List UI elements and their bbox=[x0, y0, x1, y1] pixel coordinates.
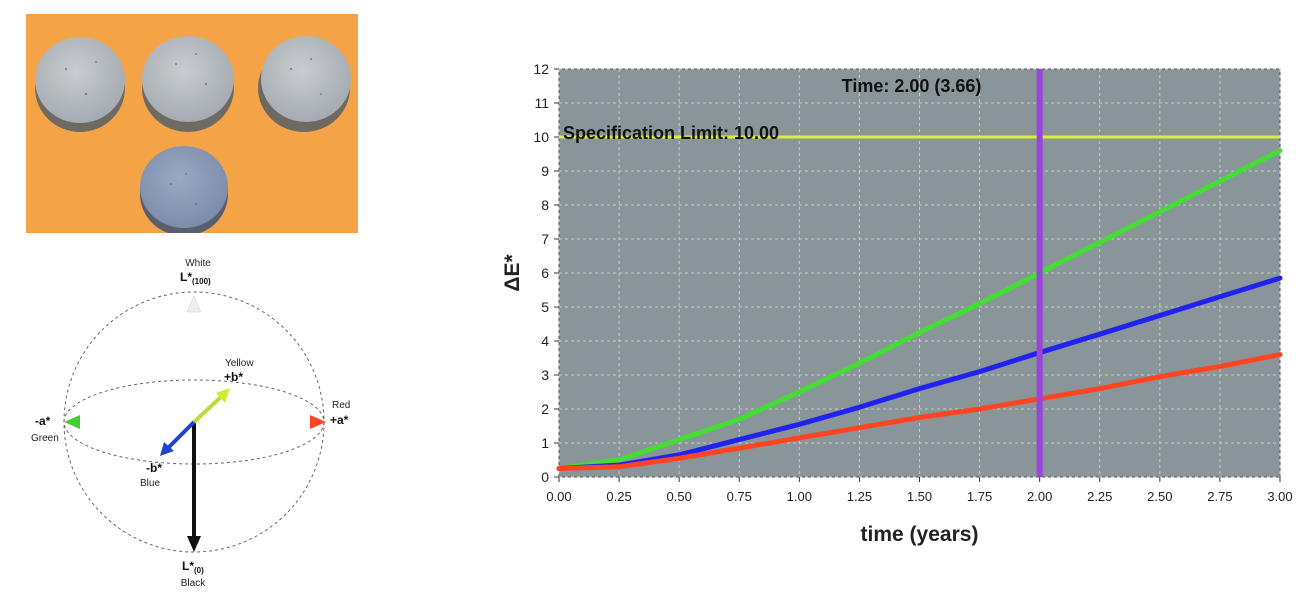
label-b-minus: -b* bbox=[146, 461, 162, 475]
label-a-minus: -a* bbox=[35, 414, 51, 428]
label-l-top: L*(100) bbox=[180, 270, 211, 286]
b-plus-axis bbox=[192, 394, 224, 424]
gray-tablet-3 bbox=[258, 36, 351, 132]
label-l-bottom-main: L* bbox=[182, 559, 194, 573]
label-l-top-main: L* bbox=[180, 270, 192, 284]
y-tick-label: 8 bbox=[541, 197, 549, 213]
label-red: Red bbox=[332, 400, 350, 411]
label-l-bottom: L*(0) bbox=[182, 559, 204, 575]
x-tick-label: 2.50 bbox=[1147, 489, 1172, 504]
y-tick-label: 7 bbox=[541, 231, 549, 247]
x-tick-label: 3.00 bbox=[1267, 489, 1292, 504]
label-l-top-sub: (100) bbox=[192, 277, 211, 286]
label-b-plus: +b* bbox=[224, 370, 243, 384]
blue-tablet bbox=[140, 146, 228, 236]
b-minus-arrowhead bbox=[160, 442, 174, 456]
label-blue: Blue bbox=[140, 478, 160, 489]
time-marker-label: Time: 2.00 (3.66) bbox=[842, 76, 982, 96]
x-tick-label: 1.00 bbox=[787, 489, 812, 504]
x-tick-label: 0.50 bbox=[667, 489, 692, 504]
x-tick-label: 1.50 bbox=[907, 489, 932, 504]
b-plus-arrowhead bbox=[216, 388, 230, 403]
y-tick-label: 4 bbox=[541, 333, 549, 349]
label-a-plus: +a* bbox=[330, 413, 349, 427]
series-line-3 bbox=[556, 352, 1283, 471]
y-tick-label: 3 bbox=[541, 367, 549, 383]
cielab-sphere-diagram: White L*(100) Yellow +b* Red +a* -a* Gre… bbox=[30, 250, 370, 595]
y-tick-label: 5 bbox=[541, 299, 549, 315]
label-l-bottom-sub: (0) bbox=[194, 566, 204, 575]
label-white: White bbox=[185, 258, 211, 269]
x-axis-label: time (years) bbox=[861, 523, 979, 546]
gray-tablet-2 bbox=[142, 36, 234, 132]
series-line-1 bbox=[556, 148, 1283, 471]
specification-limit-label: Specification Limit: 10.00 bbox=[563, 123, 779, 143]
y-tick-label: 9 bbox=[541, 163, 549, 179]
x-tick-label: 2.75 bbox=[1207, 489, 1232, 504]
y-axis-label: ΔE* bbox=[501, 254, 524, 292]
y-tick-label: 11 bbox=[534, 95, 549, 111]
tablet-photo bbox=[26, 14, 358, 236]
x-tick-label: 2.25 bbox=[1087, 489, 1112, 504]
x-tick-label: 2.00 bbox=[1027, 489, 1052, 504]
l-axis-down-arrowhead bbox=[187, 536, 201, 552]
y-tick-label: 1 bbox=[541, 435, 549, 451]
x-tick-label: 0.75 bbox=[727, 489, 752, 504]
x-tick-label: 1.25 bbox=[847, 489, 872, 504]
series-line-2 bbox=[556, 275, 1283, 471]
y-tick-label: 10 bbox=[533, 129, 549, 145]
label-green: Green bbox=[31, 433, 59, 444]
gray-tablet-1 bbox=[35, 37, 125, 132]
label-black: Black bbox=[181, 578, 206, 589]
x-tick-label: 1.75 bbox=[967, 489, 992, 504]
label-yellow: Yellow bbox=[225, 358, 254, 369]
x-tick-label: 0.00 bbox=[546, 489, 571, 504]
l-axis-up-arrowhead bbox=[186, 295, 202, 313]
x-tick-label: 0.25 bbox=[606, 489, 631, 504]
y-tick-label: 2 bbox=[541, 401, 549, 417]
y-tick-label: 0 bbox=[541, 469, 549, 485]
b-minus-axis bbox=[166, 420, 196, 450]
delta-e-chart: 0 1 2 3 4 5 6 7 8 9 10 11 12 0.00 0.25 0.50 0.75 1.00 1.2… bbox=[495, 55, 1295, 555]
a-plus-arrowhead bbox=[310, 415, 326, 429]
a-minus-arrowhead bbox=[64, 415, 80, 429]
series-lines bbox=[556, 148, 1283, 471]
x-axis-ticks: 0.00 0.25 0.50 0.75 1.00 1.25 1.50 1.75 2.00 2.25… bbox=[546, 477, 1293, 504]
y-tick-label: 12 bbox=[533, 61, 549, 77]
y-tick-label: 6 bbox=[541, 265, 549, 281]
